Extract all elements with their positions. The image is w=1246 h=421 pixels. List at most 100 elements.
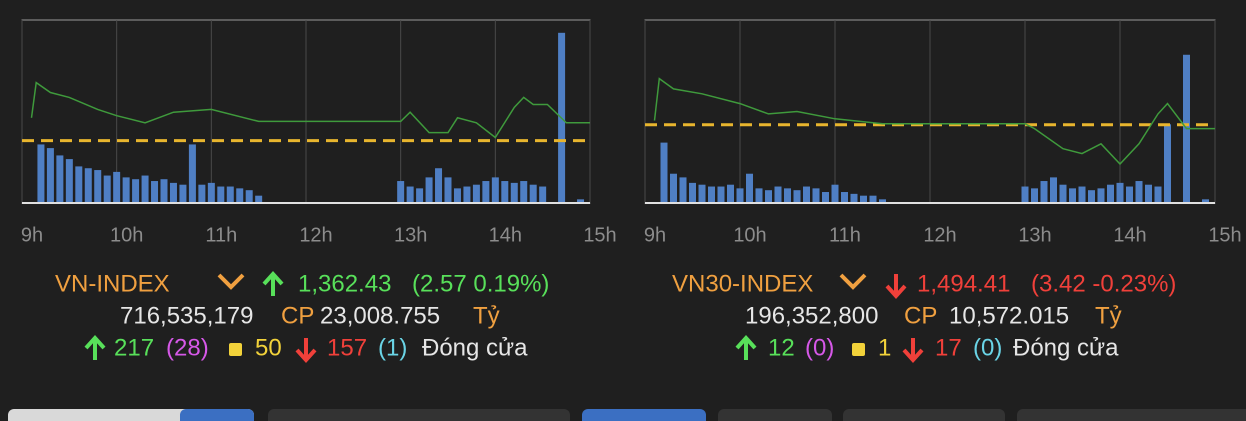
volume-bar xyxy=(660,142,668,203)
volume-bar xyxy=(510,182,518,203)
price-line xyxy=(653,77,1215,166)
volume-bar xyxy=(245,190,253,203)
volume-bar xyxy=(406,186,414,203)
volume-bar xyxy=(879,199,886,203)
volume-bar xyxy=(1116,182,1124,203)
x-tick-label: 15h xyxy=(583,224,616,246)
volume-bar xyxy=(1164,124,1171,203)
volume-bar xyxy=(75,166,83,203)
x-tick-label: 9h xyxy=(644,224,666,246)
declines: 157 xyxy=(327,334,367,361)
volume-bar xyxy=(1069,188,1076,203)
up-arrow xyxy=(84,335,106,360)
tab[interactable] xyxy=(582,409,706,421)
volume-bar xyxy=(727,184,734,203)
x-tick-label: 14h xyxy=(489,224,522,246)
volume-bar xyxy=(1145,184,1152,203)
volume-bar xyxy=(1097,188,1105,203)
volume-bar xyxy=(784,188,791,203)
volume-bar xyxy=(160,179,168,203)
volume-bar xyxy=(1202,199,1209,203)
floor: (0) xyxy=(973,334,1002,361)
volume-bar xyxy=(1078,186,1086,203)
volume-bar xyxy=(774,186,782,203)
value: 23,008.755 xyxy=(320,302,440,329)
floor: (1) xyxy=(378,334,407,361)
index-name[interactable]: VN30-INDEX xyxy=(672,270,813,297)
unchanged: 50 xyxy=(255,334,282,361)
advances: 12 xyxy=(768,334,795,361)
volume-bar xyxy=(869,195,877,203)
index-name[interactable]: VN-INDEX xyxy=(55,270,170,297)
volume-bar xyxy=(491,177,499,203)
tab[interactable] xyxy=(1017,409,1246,421)
volume-bar xyxy=(708,186,715,203)
volume-bar xyxy=(425,177,433,203)
volume: 716,535,179 xyxy=(120,302,253,329)
volume-bar xyxy=(679,177,687,203)
volume-bar xyxy=(226,186,234,203)
volume-bar xyxy=(860,195,867,203)
dropdown-icon[interactable] xyxy=(839,273,867,290)
volume-bar xyxy=(122,177,130,203)
up-arrow xyxy=(262,271,284,296)
volume-bar xyxy=(151,181,159,203)
volume-bar xyxy=(255,195,263,203)
tab[interactable] xyxy=(843,409,1005,421)
volume-bar xyxy=(482,181,490,203)
unchanged: 1 xyxy=(878,334,891,361)
volume-bar xyxy=(453,188,461,203)
volume-bar xyxy=(416,188,424,203)
volume-bar xyxy=(1050,177,1057,203)
up-arrow xyxy=(735,335,757,360)
charts: 9h 10h 11h 12h 13h 14h 15h 9h 10h 11h 12h 13h 14h 15h xyxy=(21,19,1242,246)
unchanged-icon xyxy=(852,343,865,356)
tab-active-part[interactable] xyxy=(180,409,254,421)
volume-bar xyxy=(84,168,92,203)
x-tick-label: 10h xyxy=(733,224,766,246)
volume-bar xyxy=(103,175,111,203)
price-line xyxy=(30,81,590,139)
x-tick-label: 13h xyxy=(1018,224,1051,246)
value: 10,572.015 xyxy=(949,302,1069,329)
down-arrow xyxy=(885,274,907,299)
volume-unit: CP xyxy=(281,302,314,329)
status: Đóng cửa xyxy=(422,334,528,361)
ceiling: (28) xyxy=(166,334,209,361)
volume-bar xyxy=(207,182,215,203)
volume-bar xyxy=(1088,190,1095,203)
volume-bar xyxy=(1040,181,1048,203)
volume-bar xyxy=(841,192,848,203)
index-price: 1,362.43 xyxy=(298,270,391,297)
tab-bar xyxy=(8,409,1246,421)
volume-bar xyxy=(793,190,801,203)
volume-bar xyxy=(46,148,54,203)
volume-bar xyxy=(56,155,64,203)
volume-bar xyxy=(746,173,753,203)
volume-bar xyxy=(94,170,102,203)
value-unit: Tỷ xyxy=(473,302,500,329)
volume-bar xyxy=(850,193,858,203)
volume-bar xyxy=(765,190,772,203)
volume-bar xyxy=(577,199,585,203)
volume-bar xyxy=(529,184,537,203)
x-tick-label: 10h xyxy=(110,224,143,246)
tab[interactable] xyxy=(718,409,832,421)
volume-bar xyxy=(463,186,471,203)
unchanged-icon xyxy=(229,343,242,356)
volume-bar xyxy=(198,184,206,203)
volume-bar xyxy=(472,184,480,203)
volume-bar xyxy=(141,175,149,203)
volume-bar xyxy=(1021,186,1029,203)
volume-bar xyxy=(65,159,73,203)
x-tick-label: 12h xyxy=(299,224,332,246)
volume-bar xyxy=(717,186,725,203)
dropdown-icon[interactable] xyxy=(217,273,245,290)
declines: 17 xyxy=(935,334,962,361)
volume-bar xyxy=(435,168,443,203)
index-change: (2.57 0.19%) xyxy=(412,270,549,297)
tab[interactable] xyxy=(268,409,570,421)
x-tick-label: 12h xyxy=(923,224,956,246)
index-price: 1,494.41 xyxy=(917,270,1010,297)
